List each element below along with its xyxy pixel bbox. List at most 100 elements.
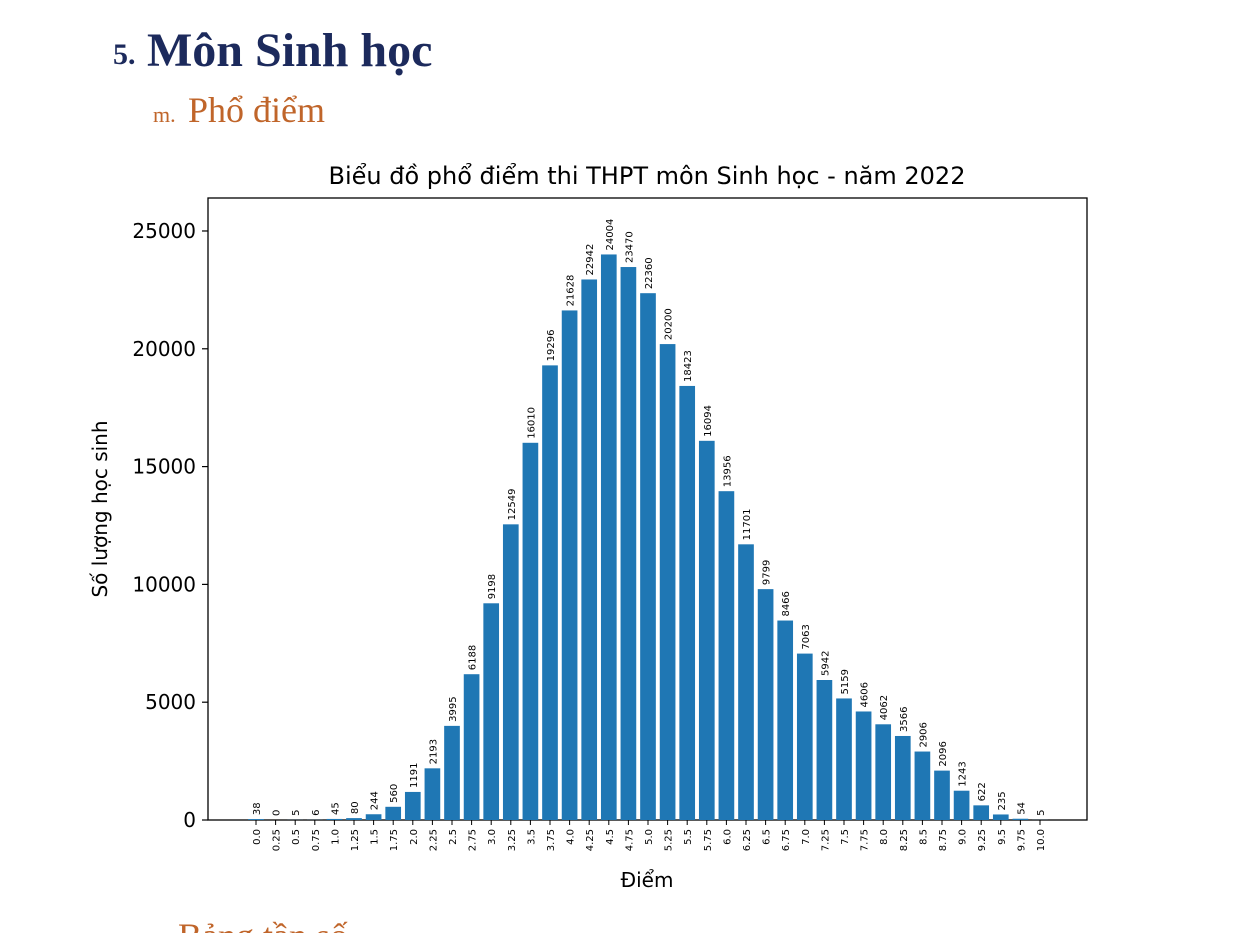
chart-title: Biểu đồ phổ điểm thi THPT môn Sinh học -…	[329, 162, 966, 190]
x-tick-label: 6.5	[762, 829, 773, 845]
bar	[679, 385, 696, 820]
section-title: Môn Sinh học	[147, 24, 432, 77]
x-tick-label: 8.5	[918, 829, 929, 845]
x-tick-label: 7.5	[840, 829, 851, 845]
x-tick-label: 0.25	[272, 829, 283, 851]
data-label: 22360	[644, 257, 655, 289]
data-label: 6	[311, 809, 322, 815]
x-tick-label: 0.0	[252, 829, 263, 845]
data-label: 9799	[762, 560, 773, 585]
bar	[542, 365, 558, 820]
data-label: 22942	[585, 244, 596, 276]
data-label: 2906	[918, 722, 929, 747]
bar	[816, 680, 833, 820]
data-label: 235	[997, 791, 1008, 810]
x-tick-label: 9.75	[1016, 829, 1027, 851]
bar	[444, 725, 460, 820]
bar	[600, 254, 617, 820]
x-tick-label: 4.25	[585, 829, 596, 851]
bar	[483, 603, 500, 820]
data-label: 3566	[899, 707, 910, 732]
x-tick-label: 1.25	[350, 829, 361, 851]
bar	[463, 674, 480, 820]
x-tick-label: 3.5	[526, 829, 537, 845]
x-tick-label: 5.75	[703, 829, 714, 851]
data-label: 12549	[507, 489, 518, 521]
x-tick-label: 8.0	[879, 829, 890, 845]
x-tick-label: 3.75	[546, 829, 557, 851]
y-tick-label: 25000	[132, 219, 196, 243]
bar	[424, 768, 441, 820]
x-tick-label: 7.75	[860, 829, 871, 851]
x-tick-label: 0.75	[311, 829, 322, 851]
x-tick-label: 2.75	[468, 829, 479, 851]
x-tick-label: 1.75	[389, 829, 400, 851]
y-tick-label: 10000	[132, 572, 196, 596]
bar	[757, 589, 774, 820]
bar	[698, 440, 715, 820]
x-tick-label: 8.25	[899, 829, 910, 851]
x-tick-label: 4.0	[566, 829, 577, 845]
bar	[855, 711, 872, 820]
bar	[581, 279, 598, 821]
data-label: 9198	[487, 574, 498, 599]
y-tick-label: 5000	[145, 690, 196, 714]
data-label: 2096	[938, 741, 949, 766]
bar	[1012, 818, 1029, 820]
bar	[326, 818, 343, 820]
data-label: 24004	[605, 219, 616, 251]
bar	[836, 698, 852, 820]
bar	[992, 814, 1009, 820]
subsection-title: Phổ điểm	[188, 90, 325, 130]
x-tick-label: 2.0	[409, 829, 420, 845]
bar	[953, 790, 970, 820]
data-label: 5159	[840, 669, 851, 694]
x-tick-label: 9.25	[977, 829, 988, 851]
data-label: 18423	[683, 350, 694, 382]
x-tick-label: 4.5	[605, 829, 616, 845]
bar	[914, 751, 931, 820]
x-tick-label: 10.0	[1036, 829, 1047, 851]
bar	[365, 814, 382, 820]
data-label: 6188	[468, 645, 479, 670]
data-label: 7063	[801, 624, 812, 649]
data-label: 11701	[742, 509, 753, 541]
x-tick-label: 3.0	[487, 829, 498, 845]
bar	[248, 819, 264, 820]
data-label: 4606	[860, 682, 871, 707]
bar	[659, 344, 676, 820]
x-tick-label: 6.0	[722, 829, 733, 845]
bar	[894, 735, 911, 820]
bar	[561, 310, 578, 820]
data-label: 4062	[879, 695, 890, 720]
data-label: 23470	[624, 231, 635, 263]
x-tick-label: 6.75	[781, 829, 792, 851]
x-tick-label: 5.25	[664, 829, 675, 851]
bar	[404, 791, 421, 820]
x-tick-label: 4.75	[624, 829, 635, 851]
bar	[385, 806, 402, 820]
x-tick-label: 7.25	[820, 829, 831, 851]
data-label: 54	[1016, 802, 1027, 815]
y-tick-label: 20000	[132, 337, 196, 361]
x-tick-label: 5.0	[644, 829, 655, 845]
data-label: 16094	[703, 405, 714, 437]
x-tick-label: 3.25	[507, 829, 518, 851]
x-tick-label: 0.5	[291, 829, 302, 845]
x-tick-label: 6.25	[742, 829, 753, 851]
x-tick-label: 5.5	[683, 829, 694, 845]
data-label: 244	[370, 791, 381, 810]
data-label: 20200	[664, 308, 675, 340]
data-label: 45	[330, 802, 341, 815]
data-label: 1243	[958, 761, 969, 786]
data-label: 5	[1036, 810, 1047, 816]
x-tick-label: 9.0	[958, 829, 969, 845]
data-label: 5942	[820, 651, 831, 676]
x-tick-label: 8.75	[938, 829, 949, 851]
data-label: 622	[977, 782, 988, 801]
bar	[502, 524, 519, 820]
bar	[738, 544, 754, 820]
data-label: 5	[291, 810, 302, 816]
data-label: 13956	[722, 455, 733, 487]
